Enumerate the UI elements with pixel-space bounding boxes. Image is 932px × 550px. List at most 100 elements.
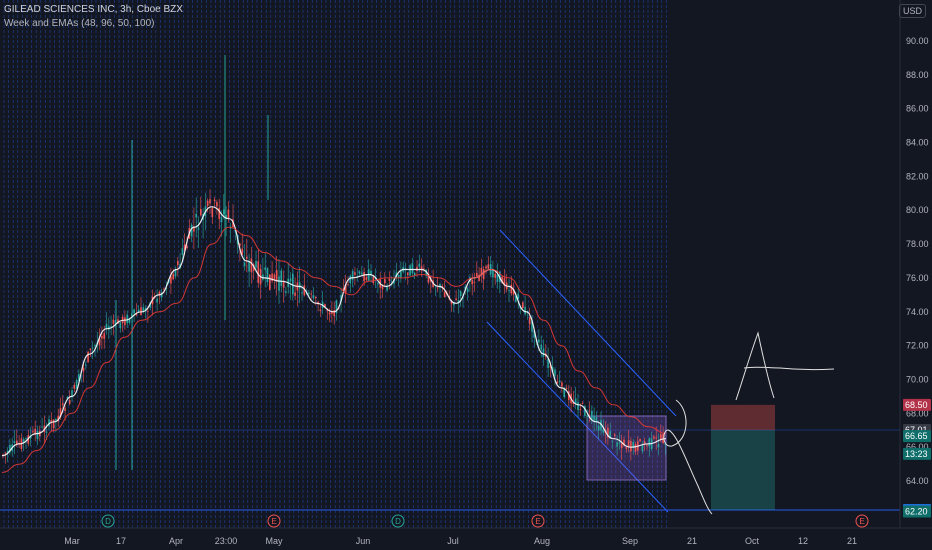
- indicator-legend[interactable]: Week and EMAs (48, 96, 50, 100): [4, 18, 155, 29]
- x-tick-label: 21: [687, 536, 697, 546]
- event-marker[interactable]: E: [531, 514, 545, 528]
- candle: [195, 197, 197, 238]
- candle: [558, 370, 561, 386]
- price-label: 13:23: [903, 447, 931, 460]
- x-tick-label: Apr: [169, 536, 183, 546]
- candle: [6, 447, 9, 463]
- candle: [508, 279, 510, 302]
- candle: [453, 301, 455, 313]
- x-tick-label: 17: [116, 536, 126, 546]
- candle: [158, 290, 161, 305]
- ema-lines: [1, 206, 667, 473]
- candle: [34, 420, 36, 442]
- candle: [248, 253, 250, 288]
- candle: [627, 430, 630, 453]
- candle: [41, 418, 43, 429]
- svg-text:13:23: 13:23: [905, 449, 928, 459]
- candle: [459, 290, 462, 307]
- candle: [308, 289, 310, 297]
- candle: [264, 252, 266, 288]
- candle: [285, 286, 287, 297]
- candle: [25, 437, 27, 449]
- candle: [581, 401, 584, 405]
- candle: [275, 256, 278, 296]
- candle: [48, 415, 50, 431]
- y-tick-label: 74.00: [906, 307, 929, 317]
- x-tick-label: Aug: [534, 536, 550, 546]
- candle: [344, 274, 347, 303]
- candle: [119, 322, 122, 333]
- candle: [211, 206, 214, 224]
- candle: [289, 272, 292, 300]
- x-tick-label: Mar: [64, 536, 80, 546]
- candle: [347, 276, 349, 287]
- candle: [466, 286, 469, 301]
- candle: [255, 250, 257, 273]
- candle: [420, 258, 423, 277]
- candle: [216, 199, 218, 215]
- candle: [140, 297, 142, 316]
- candle: [503, 269, 506, 294]
- event-marker[interactable]: E: [267, 514, 281, 528]
- price-axis: 64.00 66.00 68.00 70.00 72.00 74.00 76.00 78.00…: [906, 36, 929, 486]
- candle: [174, 266, 177, 280]
- candle: [542, 339, 545, 366]
- candle: [342, 279, 345, 292]
- symbol-title[interactable]: GILEAD SCIENCES INC, 3h, Cboe BZX: [4, 4, 183, 15]
- candle: [561, 380, 563, 393]
- candle: [358, 270, 361, 276]
- take-profit-zone[interactable]: [711, 430, 775, 510]
- candle: [565, 384, 568, 390]
- time-scale-panel[interactable]: [0, 528, 932, 550]
- currency-button[interactable]: USD: [898, 4, 926, 18]
- candle: [57, 408, 59, 427]
- candle: [653, 434, 655, 441]
- candle: [591, 405, 593, 425]
- candle: [455, 290, 457, 302]
- candle: [512, 282, 515, 301]
- candle: [657, 433, 660, 456]
- candle: [85, 361, 87, 370]
- candle: [361, 266, 363, 275]
- projection-drawing[interactable]: [663, 399, 713, 515]
- candle: [496, 263, 499, 289]
- event-marker[interactable]: D: [101, 514, 115, 528]
- candle: [407, 272, 409, 285]
- event-marker[interactable]: E: [855, 514, 869, 528]
- svg-text:68.50: 68.50: [905, 400, 928, 410]
- candle: [257, 249, 260, 288]
- candle: [269, 274, 271, 291]
- x-tick-label: May: [265, 536, 283, 546]
- price-label: 68.50: [903, 398, 931, 411]
- y-tick-label: 82.00: [906, 171, 929, 181]
- candle: [639, 438, 641, 442]
- candle: [243, 244, 246, 271]
- y-tick-label: 68.00: [906, 408, 929, 418]
- candle: [427, 268, 430, 285]
- candle: [349, 274, 352, 293]
- target-sketch-drawing[interactable]: [735, 331, 835, 401]
- event-marker[interactable]: D: [391, 514, 405, 528]
- vertical-grid: [3, 0, 667, 528]
- y-tick-label: 70.00: [906, 374, 929, 384]
- stop-loss-zone[interactable]: [711, 404, 775, 431]
- candle: [554, 367, 556, 386]
- candle: [584, 404, 586, 419]
- x-tick-label: 23:00: [215, 536, 238, 546]
- candle: [246, 238, 248, 273]
- channel-upper-line[interactable]: [499, 229, 677, 417]
- y-tick-label: 72.00: [906, 341, 929, 351]
- price-label: 66.65: [903, 430, 931, 443]
- candle: [82, 363, 85, 383]
- x-tick-label: 21: [847, 536, 857, 546]
- x-tick-label: Oct: [745, 536, 760, 546]
- y-tick-label: 88.00: [906, 70, 929, 80]
- drawings-layer[interactable]: [663, 331, 835, 515]
- candle: [597, 420, 600, 439]
- candle: [112, 314, 115, 336]
- svg-text:D: D: [395, 517, 401, 526]
- candle: [476, 261, 478, 277]
